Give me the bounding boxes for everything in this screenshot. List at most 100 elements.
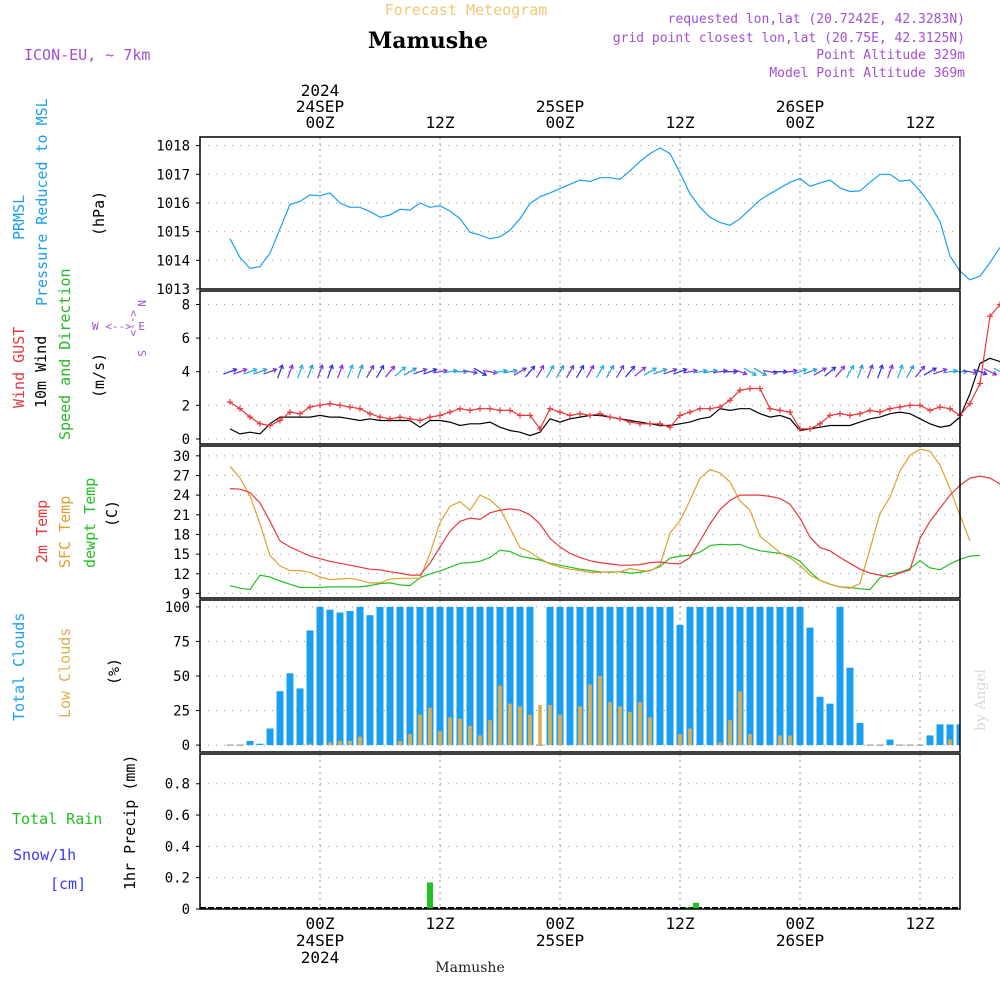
low-cloud-bar [418, 714, 422, 746]
wind-direction-arrow [585, 365, 595, 379]
low-cloud-bar [748, 734, 752, 746]
wind-direction-arrowhead [972, 369, 979, 375]
wind-direction-arrow [503, 369, 517, 374]
total-cloud-bar [516, 606, 524, 746]
pressure-labels: PRMSL Pressure Reduced to MSL (hPa) [10, 98, 108, 306]
time-label-bottom: 00Z [306, 914, 335, 933]
wind-direction-arrowhead [530, 365, 536, 371]
wind-direction-arrow [763, 369, 777, 374]
temp-ytick-label: 21 [173, 508, 190, 524]
wind-direction-arrowhead [432, 367, 438, 373]
wind-direction-arrow [357, 364, 363, 379]
wind-direction-arrow [263, 368, 277, 375]
low-cloud-bar [528, 714, 532, 746]
wind-label-gust: Wind GUST [10, 327, 28, 408]
wind-direction-arrowhead [422, 367, 428, 373]
low-cloud-bar [478, 735, 482, 746]
wind-direction-arrow [993, 367, 1000, 373]
temp-unit: (C) [103, 500, 121, 527]
total-cloud-bar [886, 739, 894, 746]
temp-label-2m: 2m Temp [33, 500, 51, 563]
total-cloud-bar [466, 606, 474, 746]
wind-direction-arrow [867, 364, 873, 379]
wind-direction-arrowhead [348, 364, 354, 370]
total-cloud-bar [586, 606, 594, 746]
clouds-ytick-label: 75 [173, 634, 190, 650]
total-cloud-bar [386, 606, 394, 746]
pressure-ytick-label: 1017 [156, 167, 190, 183]
low-cloud-bar [788, 735, 792, 746]
low-cloud-bar [398, 740, 402, 746]
wind-label-10m: 10m Wind [32, 336, 50, 408]
wind-direction-arrowhead [932, 367, 938, 372]
cloud-label-total: Total Clouds [10, 613, 28, 721]
pressure-ytick-label: 1013 [156, 282, 190, 298]
low-cloud-bar [348, 740, 352, 746]
low-cloud-bar [728, 720, 732, 746]
temp-ytick-label: 24 [173, 488, 190, 504]
temp-label-sfc: SFC Temp [56, 496, 74, 568]
wind-direction-arrow [835, 365, 845, 378]
total-cloud-bar [616, 606, 624, 746]
total-cloud-bar [256, 743, 264, 746]
wind-direction-arrowhead [278, 364, 284, 370]
wind-direction-arrow [233, 368, 247, 375]
wind-direction-arrow [513, 367, 527, 376]
total-cloud-bar [746, 606, 754, 746]
total-cloud-bar [706, 606, 714, 746]
temp-ytick-label: 27 [173, 468, 190, 484]
wind-direction-arrow [605, 365, 615, 379]
wind-direction-arrow [347, 364, 353, 379]
wind-direction-arrow [673, 368, 687, 375]
wind-direction-arrowhead [272, 367, 278, 373]
time-label-top: 00Z [546, 113, 575, 132]
wind-direction-arrowhead [868, 364, 874, 370]
wind-direction-arrowhead [742, 370, 748, 376]
wind-direction-arrowhead [308, 364, 314, 370]
wind-direction-arrowhead [982, 370, 988, 376]
wind-direction-arrowhead [369, 364, 375, 370]
time-label-top: 12Z [906, 113, 935, 132]
wind-direction-arrow [555, 365, 565, 379]
total-cloud-bar [476, 606, 484, 746]
total-cloud-bar [396, 606, 404, 746]
time-label-top: 12Z [426, 113, 455, 132]
wind-direction-arrowhead [752, 371, 758, 376]
total-cloud-bar [456, 606, 464, 746]
total-cloud-bar [376, 606, 384, 746]
wind-direction-arrowhead [802, 367, 808, 373]
low-cloud-bar [358, 736, 362, 746]
wind-direction-arrowhead [909, 364, 915, 370]
wind-direction-arrow [595, 365, 605, 379]
wind-direction-arrowhead [762, 371, 768, 376]
wind-direction-arrowhead [512, 368, 519, 374]
total-cloud-bar [686, 606, 694, 746]
total-cloud-bar [606, 606, 614, 746]
total-cloud-bar [766, 606, 774, 746]
wind-direction-arrow [545, 365, 555, 379]
wind-direction-arrow [783, 369, 797, 374]
low-cloud-bar [608, 702, 612, 746]
total-cloud-bar [556, 606, 564, 746]
wind-direction-arrowhead [682, 367, 688, 373]
wind-direction-arrowhead [569, 364, 575, 370]
total-cloud-bar [496, 606, 504, 746]
wind-direction-arrowhead [252, 367, 258, 373]
total-cloud-bar [286, 673, 294, 746]
wind-direction-arrow [317, 364, 323, 379]
wind-direction-arrowhead [599, 364, 605, 370]
footer-location: Mamushe [435, 960, 504, 976]
wind-direction-arrowhead [390, 365, 396, 371]
wind-direction-arrow [703, 369, 717, 374]
low-cloud-bar [488, 720, 492, 746]
temp-frame [199, 445, 961, 599]
cloud-unit: (%) [105, 658, 123, 685]
precip-label-cm: [cm] [50, 875, 86, 893]
wind-direction-arrow [463, 369, 477, 374]
wind-direction-arrowhead [898, 364, 904, 370]
wind-direction-arrowhead [920, 365, 926, 371]
low-cloud-bar [598, 676, 602, 746]
total-cloud-bar [486, 606, 494, 746]
compass-n: N [135, 300, 148, 307]
total-cloud-bar [826, 703, 834, 746]
